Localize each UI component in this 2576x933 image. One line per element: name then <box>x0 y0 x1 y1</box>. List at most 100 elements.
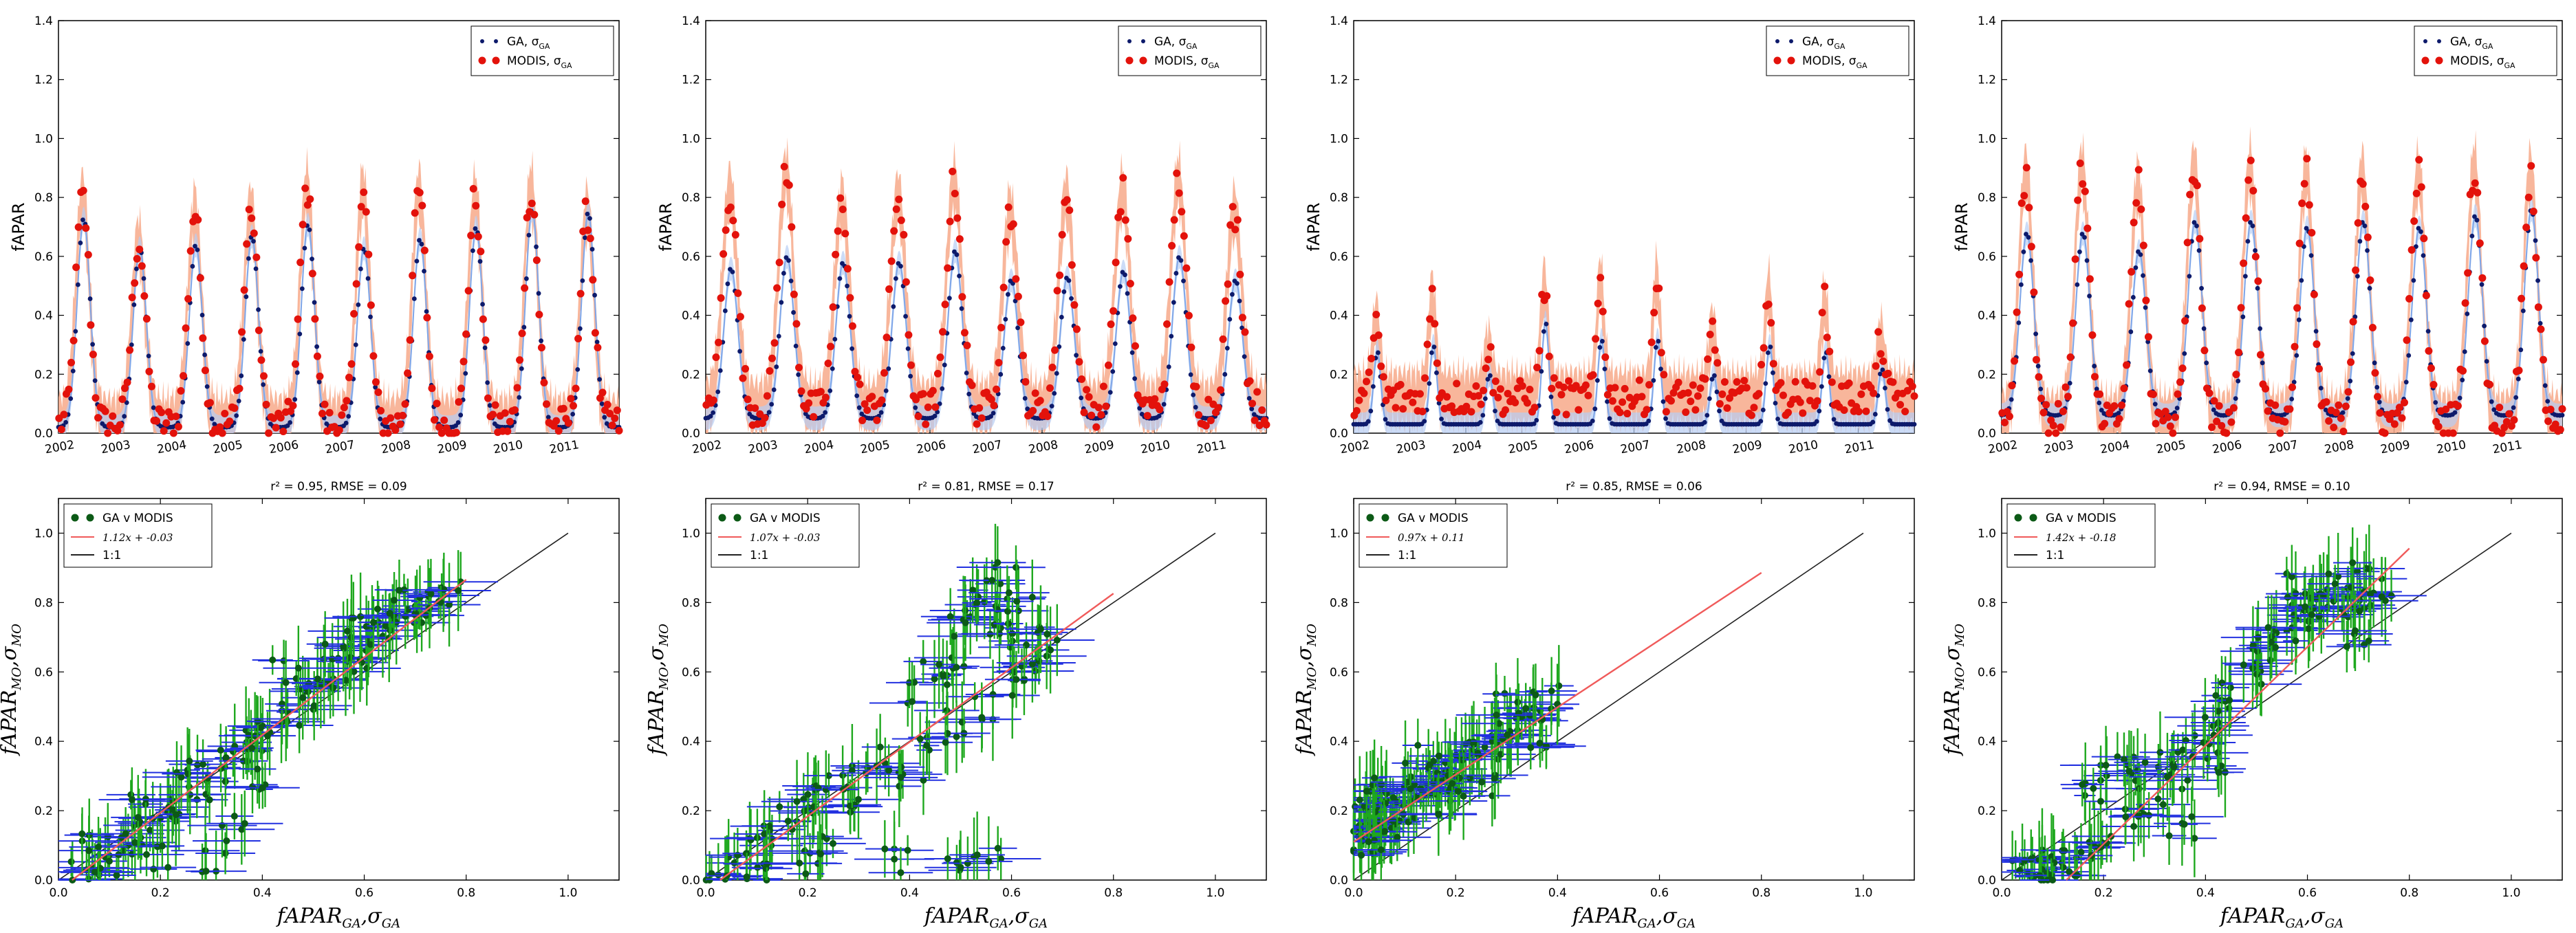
modis-point <box>299 221 307 229</box>
ga-point <box>766 410 772 415</box>
ga-point <box>1074 353 1079 358</box>
modis-point <box>1170 216 1178 224</box>
scatter-panel-1: 0.00.20.40.60.81.00.0 0.2 0.4 0.6 0.8 1.0r² =… <box>0 480 620 931</box>
ga-point <box>2308 253 2314 259</box>
ga-point <box>2433 399 2438 405</box>
ga-point <box>1237 298 1242 304</box>
ga-point <box>1132 376 1138 382</box>
scatter-point <box>776 803 783 811</box>
y-label-suffix: ,σ <box>1292 646 1317 668</box>
modis-point <box>67 358 76 366</box>
modis-point <box>1126 280 1134 288</box>
scatter-point <box>259 784 266 791</box>
ga-point <box>1592 406 1598 412</box>
modis-point <box>147 382 155 391</box>
ga-point <box>1368 408 1374 414</box>
modis-point <box>907 361 915 369</box>
ga-point <box>769 402 775 407</box>
ga-point <box>2484 359 2489 364</box>
modis-point <box>250 229 258 237</box>
modis-point <box>1151 395 1159 403</box>
modis-point <box>719 250 728 258</box>
modis-point <box>2251 252 2260 261</box>
y-tick-label: 0.0 <box>1978 874 1996 888</box>
modis-point <box>2522 223 2531 232</box>
modis-point <box>474 232 482 241</box>
x-axis-label: fAPARGA,σGA <box>923 904 1048 931</box>
y-tick-label: 0.6 <box>34 666 53 679</box>
modis-point <box>1433 359 1441 367</box>
y-tick-label: 1.4 <box>1978 14 1996 28</box>
modis-point <box>821 393 830 402</box>
modis-point <box>206 399 215 407</box>
modis-point <box>404 369 412 377</box>
modis-point <box>2081 187 2089 195</box>
modis-point <box>2076 159 2084 167</box>
modis-point <box>1224 280 1232 288</box>
modis-point <box>1691 406 1700 414</box>
modis-point <box>2090 373 2099 381</box>
scatter-point <box>730 859 738 867</box>
ga-point <box>957 273 962 278</box>
scatter-point <box>2308 611 2315 619</box>
modis-point <box>2120 384 2128 393</box>
ga-point <box>356 302 361 307</box>
modis-point <box>1195 411 1203 419</box>
modis-point <box>1862 407 1870 415</box>
modis-point <box>1187 343 1195 351</box>
scatter-point <box>2315 613 2323 620</box>
scatter-point <box>896 782 903 790</box>
ga-point <box>793 343 799 349</box>
modis-point <box>785 181 793 189</box>
modis-point <box>1704 355 1712 363</box>
scatter-point <box>1356 796 1363 804</box>
modis-point <box>2015 270 2024 278</box>
modis-point <box>2178 364 2187 373</box>
modis-point <box>1192 382 1200 391</box>
scatter-point <box>953 733 960 740</box>
modis-point <box>1462 402 1471 410</box>
ga-point <box>2350 351 2355 356</box>
scatter-point <box>715 871 722 879</box>
modis-point <box>2486 380 2494 388</box>
modis-point <box>951 190 959 198</box>
modis-point <box>2271 401 2280 409</box>
modis-point <box>428 384 436 393</box>
modis-point <box>272 424 280 432</box>
y-axis-label: fAPARMO,σMO <box>1940 624 1967 756</box>
modis-point <box>2193 182 2201 190</box>
modis-point <box>423 314 431 322</box>
y-tick-label: 0.8 <box>682 191 700 205</box>
ga-point <box>1539 369 1544 374</box>
modis-point <box>1202 421 1210 430</box>
modis-point <box>530 210 539 219</box>
modis-point <box>1156 406 1164 414</box>
modis-point <box>84 251 92 259</box>
modis-point <box>1399 405 1407 413</box>
scatter-point <box>825 772 832 780</box>
modis-point <box>2310 290 2318 298</box>
ga-point <box>458 413 464 418</box>
scatter-point <box>2309 604 2317 612</box>
ga-point <box>1817 408 1822 414</box>
ga-point <box>365 276 371 281</box>
scatter-point <box>2240 661 2247 669</box>
modis-point <box>2281 417 2289 426</box>
modis-point <box>1043 412 1052 420</box>
modis-uncertainty-band <box>2002 126 2562 434</box>
ga-point <box>2515 376 2521 382</box>
scatter-point <box>362 623 370 630</box>
modis-point <box>1367 354 1376 362</box>
modis-point <box>742 364 750 373</box>
modis-point <box>194 216 202 224</box>
ga-point <box>545 415 551 420</box>
ga-point <box>2033 331 2039 336</box>
modis-point <box>900 230 908 239</box>
modis-point <box>792 320 801 328</box>
modis-point <box>2227 418 2236 426</box>
scatter-point <box>2272 644 2280 651</box>
modis-point <box>2529 207 2537 215</box>
ga-point <box>1222 372 1228 377</box>
modis-point <box>294 315 302 323</box>
modis-point <box>2325 417 2333 425</box>
